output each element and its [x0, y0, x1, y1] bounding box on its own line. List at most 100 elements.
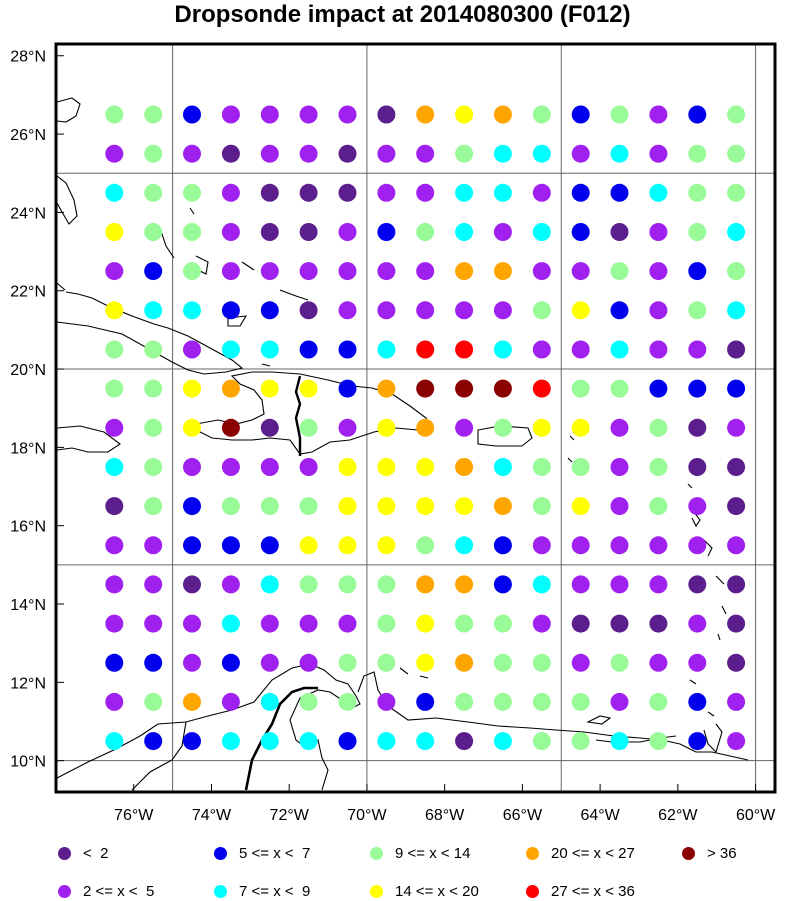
impact-dot	[338, 692, 357, 711]
impact-dot	[183, 183, 201, 202]
impact-dot	[377, 262, 396, 281]
impact-dot	[221, 536, 240, 555]
paraguana-coast	[357, 671, 749, 761]
impact-dot	[338, 340, 357, 359]
impact-dot	[610, 692, 629, 711]
impact-dot	[610, 458, 629, 476]
impact-dot	[649, 144, 668, 163]
impact-dot	[610, 105, 629, 124]
impact-dot	[649, 379, 668, 398]
impact-dot	[338, 418, 357, 437]
y-tick-label: 14°N	[10, 597, 46, 614]
impact-dot	[183, 614, 201, 633]
impact-dot	[493, 183, 512, 202]
legend-swatch	[370, 884, 383, 898]
legend-label: 14 <= x < 20	[395, 882, 479, 900]
impact-dot	[260, 144, 279, 163]
impact-dot	[610, 183, 629, 202]
y-tick-label: 12°N	[10, 675, 46, 692]
impact-dot	[105, 223, 124, 241]
impact-dot	[105, 183, 124, 202]
impact-dot	[727, 183, 746, 202]
impact-dot	[532, 418, 551, 437]
impact-dot	[493, 262, 512, 281]
legend-label: > 36	[707, 844, 737, 862]
impact-dot	[688, 183, 707, 202]
legend-item: 14 <= x < 20	[370, 881, 479, 901]
y-tick-label: 16°N	[10, 519, 46, 536]
impact-dot	[493, 340, 512, 359]
impact-dot	[455, 262, 474, 281]
impact-dot	[455, 301, 474, 320]
impact-dot	[455, 692, 474, 711]
impact-dot	[649, 183, 668, 202]
impact-dot	[532, 105, 551, 124]
impact-dot	[571, 536, 590, 555]
colombia-border	[244, 686, 318, 791]
impact-dot	[532, 183, 551, 202]
impact-dot	[688, 223, 707, 241]
impact-dot	[649, 732, 668, 751]
impact-dot	[571, 614, 590, 633]
impact-dot	[493, 497, 512, 516]
impact-dot	[260, 379, 279, 398]
x-tick-label: 62°W	[658, 807, 698, 824]
impact-dot	[260, 497, 279, 516]
impact-dot	[377, 536, 396, 555]
impact-dot	[455, 105, 474, 124]
impact-dot	[144, 105, 163, 124]
y-tick-label: 18°N	[10, 440, 46, 457]
impact-dot	[183, 458, 201, 476]
impact-dot	[221, 144, 240, 163]
impact-dot	[299, 301, 318, 320]
impact-dot	[610, 144, 629, 163]
impact-dot	[571, 379, 590, 398]
impact-dot	[377, 732, 396, 751]
page-title: Dropsonde impact at 2014080300 (F012)	[174, 1, 631, 28]
impact-dot	[610, 418, 629, 437]
impact-dot	[455, 614, 474, 633]
graticule-lines	[56, 44, 775, 792]
cuba-coast	[56, 97, 81, 123]
impact-dot	[338, 458, 357, 476]
impact-dot	[493, 575, 512, 594]
impact-dot	[299, 144, 318, 163]
impact-dot	[688, 379, 707, 398]
impact-dot	[338, 575, 357, 594]
impact-dot	[455, 340, 474, 359]
impact-dot	[105, 379, 124, 398]
impact-dot	[105, 732, 124, 751]
impact-dot	[144, 183, 163, 202]
impact-dot	[221, 458, 240, 476]
impact-dot	[649, 614, 668, 633]
impact-dot	[299, 105, 318, 124]
impact-dot	[183, 732, 201, 751]
impact-dot	[416, 144, 435, 163]
impact-dot	[221, 379, 240, 398]
impact-dot	[610, 340, 629, 359]
impact-dot	[416, 692, 435, 711]
impact-dot	[183, 301, 201, 320]
impact-dot	[416, 301, 435, 320]
legend-label: 5 <= x < 7	[239, 844, 311, 862]
impact-dot	[299, 497, 318, 516]
legend-label: 27 <= x < 36	[551, 882, 635, 900]
impact-dot	[377, 497, 396, 516]
impact-dot	[688, 144, 707, 163]
legend-swatch	[526, 846, 539, 860]
impact-dot	[727, 262, 746, 281]
impact-dot	[144, 458, 163, 476]
impact-dot	[455, 575, 474, 594]
impact-dot	[610, 301, 629, 320]
impact-dot	[649, 223, 668, 241]
impact-dot	[144, 575, 163, 594]
impact-dot	[688, 653, 707, 672]
impact-dot	[260, 653, 279, 672]
impact-dot	[338, 105, 357, 124]
impact-dot	[377, 340, 396, 359]
impact-dot	[221, 732, 240, 751]
x-tick-label: 76°W	[114, 807, 154, 824]
impact-dot	[221, 262, 240, 281]
impact-dot	[183, 653, 201, 672]
